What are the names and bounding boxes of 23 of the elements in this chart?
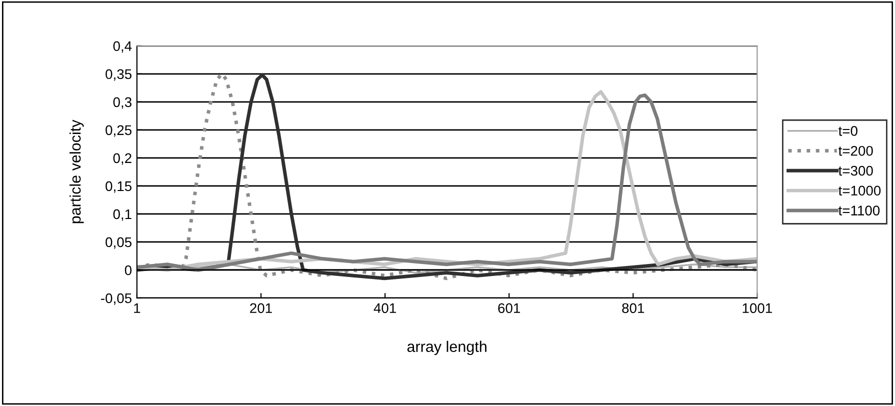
x-tick-label: 801	[622, 303, 644, 314]
y-tick-label: 0,35	[106, 69, 132, 81]
x-tick-label: 1	[134, 303, 140, 313]
x-tick-label: 1001	[742, 303, 772, 314]
y-tick-label: 0,1	[113, 209, 132, 221]
y-tick-label: 0,3	[113, 97, 132, 109]
y-tick-label: 0,05	[106, 237, 132, 249]
x-tick-label: 601	[498, 303, 520, 314]
y-tick-label: 0,15	[106, 181, 132, 193]
x-tick-label: 401	[374, 303, 396, 314]
legend-label: t=0	[838, 126, 858, 136]
y-tick-label: -0,05	[101, 293, 132, 305]
legend-label: t=1100	[838, 206, 880, 216]
y-tick-label: 0	[124, 265, 132, 276]
legend-label: t=200	[838, 146, 873, 156]
y-axis-title: particle velocity	[70, 120, 84, 224]
y-tick-label: 0,4	[113, 41, 132, 53]
y-tick-label: 0,2	[113, 153, 132, 165]
y-tick-label: 0,25	[106, 125, 132, 137]
x-tick-label: 201	[250, 303, 272, 314]
x-axis-title: array length	[407, 340, 486, 356]
legend-label: t=1000	[838, 186, 881, 196]
legend-label: t=300	[838, 166, 873, 176]
